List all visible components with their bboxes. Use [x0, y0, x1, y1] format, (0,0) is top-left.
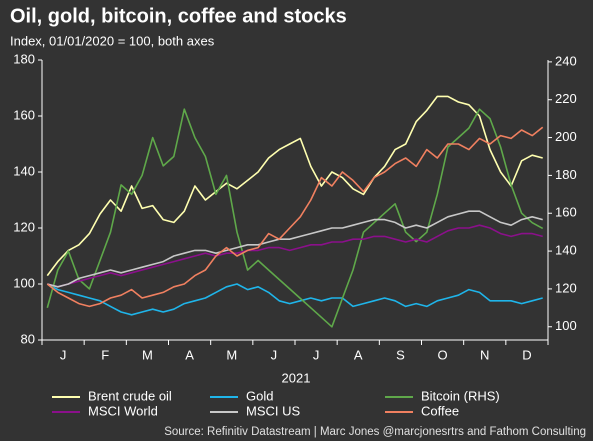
series-line	[46, 95, 543, 277]
y-tick-label: 80	[21, 331, 35, 346]
legend-label: Brent crude oil	[88, 388, 172, 403]
y2-tick-label: 200	[555, 129, 577, 144]
y2-tick-label: 160	[555, 205, 577, 220]
y-tick-label: 140	[13, 163, 35, 178]
legend-label: MSCI World	[88, 403, 158, 418]
y2-tick-label: 140	[555, 243, 577, 258]
x-tick-label: M	[226, 347, 237, 362]
x-tick-label: J	[271, 347, 278, 362]
y2-tick-label: 220	[555, 91, 577, 106]
y2-tick-label: 240	[555, 53, 577, 68]
chart-title: Oil, gold, bitcoin, coffee and stocks	[10, 5, 347, 27]
y-tick-label: 160	[13, 107, 35, 122]
x-tick-label: F	[101, 347, 109, 362]
series-line	[47, 210, 543, 288]
x-tick-label: M	[142, 347, 153, 362]
x-axis-label: 2021	[282, 370, 311, 385]
source: Source: Refinitiv Datastream | Marc Jone…	[164, 426, 586, 438]
legend-label: Coffee	[421, 403, 459, 418]
chart-subtitle: Index, 01/01/2020 = 100, both axes	[10, 33, 215, 48]
x-tick-label: D	[522, 347, 531, 362]
legend-label: MSCI US	[246, 403, 301, 418]
x-tick-label: A	[185, 347, 194, 362]
series-line	[46, 108, 544, 328]
series-line	[46, 126, 544, 308]
y2-tick-label: 100	[555, 318, 577, 333]
legend-label: Gold	[246, 388, 273, 403]
y2-tick-label: 120	[555, 280, 577, 295]
y-tick-label: 120	[13, 219, 35, 234]
y2-tick-label: 180	[555, 167, 577, 182]
y-tick-label: 180	[13, 51, 35, 66]
legend-label: Bitcoin (RHS)	[421, 388, 500, 403]
x-tick-label: O	[438, 347, 448, 362]
y-tick-label: 100	[13, 275, 35, 290]
x-tick-label: A	[354, 347, 363, 362]
series-line	[47, 224, 543, 288]
series-line	[46, 283, 543, 316]
x-tick-label: S	[396, 347, 405, 362]
x-tick-label: J	[313, 347, 320, 362]
x-tick-label: N	[480, 347, 489, 362]
x-tick-label: J	[60, 347, 67, 362]
